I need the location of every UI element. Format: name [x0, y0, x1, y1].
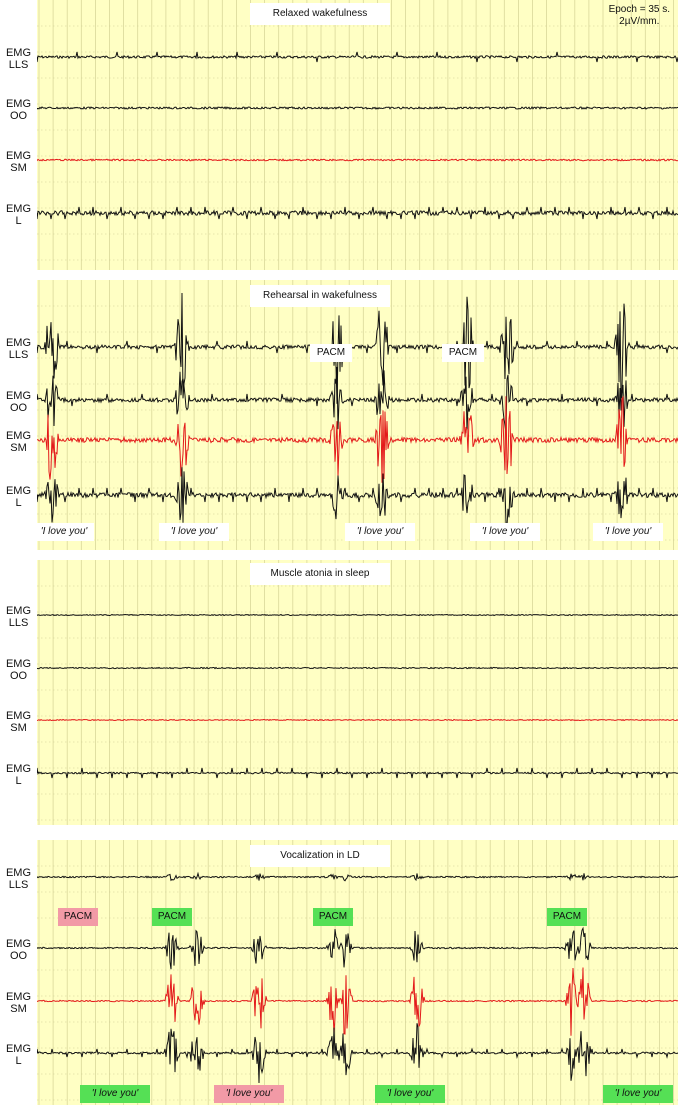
channel-type: EMG — [5, 47, 32, 59]
channel-muscle: SM — [10, 162, 27, 174]
channel-muscle: SM — [10, 1003, 27, 1015]
channel-label-lls: EMG LLS — [0, 867, 37, 891]
speech-label: 'I love you' — [159, 523, 229, 541]
channel-type: EMG — [5, 390, 32, 402]
trace-emg-oo — [37, 366, 678, 434]
pacm-label: PACM — [310, 344, 352, 362]
amplitude-scale: 2µV/mm. — [619, 16, 660, 27]
pacm-label: PACM — [313, 908, 353, 926]
panel-title: Rehearsal in wakefulness — [250, 285, 390, 307]
speech-label: 'I love you' — [80, 1085, 150, 1103]
channel-muscle: OO — [9, 670, 28, 682]
pacm-label: PACM — [58, 908, 98, 926]
trace-emg-l — [37, 767, 678, 779]
emg-plot — [37, 0, 678, 270]
channel-type: EMG — [5, 98, 32, 110]
epoch-duration: Epoch = 35 s. — [608, 4, 670, 15]
trace-emg-sm — [37, 967, 678, 1036]
speech-label: 'I love you' — [593, 523, 663, 541]
speech-label: 'I love you' — [214, 1085, 284, 1103]
panel-rehearsal-in-wakefulness: Rehearsal in wakefulness PACM PACM 'I love … — [37, 280, 678, 550]
panel-title: Vocalization in LD — [250, 845, 390, 867]
channel-type: EMG — [5, 337, 32, 349]
panel-muscle-atonia-in-sleep: Muscle atonia in sleep — [37, 560, 678, 825]
trace-emg-l — [37, 206, 678, 220]
grid — [37, 280, 678, 550]
trace-emg-oo — [37, 666, 678, 670]
channel-label-sm: EMG SM — [0, 150, 37, 174]
speech-label: 'I love you' — [37, 523, 94, 541]
speech-label: 'I love you' — [375, 1085, 445, 1103]
channel-muscle: SM — [10, 442, 27, 454]
channel-label-sm: EMG SM — [0, 430, 37, 454]
channel-type: EMG — [5, 430, 32, 442]
channel-muscle: OO — [9, 110, 28, 122]
trace-emg-l — [37, 1023, 678, 1084]
channel-label-oo: EMG OO — [0, 938, 37, 962]
trace-emg-lls — [37, 871, 678, 882]
grid — [37, 560, 678, 825]
channel-type: EMG — [5, 867, 32, 879]
channel-muscle: LLS — [8, 879, 29, 891]
pacm-label: PACM — [442, 344, 484, 362]
trace-emg-lls — [37, 613, 678, 617]
panel-relaxed-wakefulness: Relaxed wakefulness — [37, 0, 678, 270]
channel-label-sm: EMG SM — [0, 710, 37, 734]
channel-label-oo: EMG OO — [0, 98, 37, 122]
channel-muscle: OO — [9, 950, 28, 962]
channel-type: EMG — [5, 150, 32, 162]
channel-muscle: LLS — [8, 349, 29, 361]
channel-muscle: OO — [9, 402, 28, 414]
speech-label: 'I love you' — [345, 523, 415, 541]
channel-label-l: EMG L — [0, 1043, 37, 1067]
channel-type: EMG — [5, 203, 32, 215]
channel-type: EMG — [5, 605, 32, 617]
channel-type: EMG — [5, 658, 32, 670]
emg-plot — [37, 840, 678, 1105]
speech-label: 'I love you' — [470, 523, 540, 541]
channel-type: EMG — [5, 938, 32, 950]
channel-type: EMG — [5, 485, 32, 497]
channel-muscle: LLS — [8, 59, 29, 71]
channel-label-l: EMG L — [0, 203, 37, 227]
channel-label-lls: EMG LLS — [0, 605, 37, 629]
channel-type: EMG — [5, 763, 32, 775]
channel-label-oo: EMG OO — [0, 390, 37, 414]
panel-title: Muscle atonia in sleep — [250, 563, 390, 585]
channel-label-oo: EMG OO — [0, 658, 37, 682]
channel-muscle: SM — [10, 722, 27, 734]
channel-label-lls: EMG LLS — [0, 337, 37, 361]
grid — [37, 840, 678, 1105]
panel-vocalization-in-ld: Vocalization in LD PACM PACM PACM PACM 'I lov… — [37, 840, 678, 1105]
trace-emg-oo — [37, 106, 678, 110]
emg-plot — [37, 560, 678, 825]
trace-emg-sm — [37, 158, 678, 162]
channel-label-sm: EMG SM — [0, 991, 37, 1015]
channel-muscle: L — [15, 1055, 22, 1067]
channel-label-l: EMG L — [0, 485, 37, 509]
channel-muscle: L — [15, 215, 22, 227]
trace-emg-l — [37, 467, 678, 528]
channel-label-lls: EMG LLS — [0, 47, 37, 71]
epoch-scale-label: Epoch = 35 s. 2µV/mm. — [609, 4, 670, 28]
channel-type: EMG — [5, 710, 32, 722]
grid — [37, 0, 678, 270]
channel-label-l: EMG L — [0, 763, 37, 787]
pacm-label: PACM — [547, 908, 587, 926]
trace-emg-lls — [37, 292, 678, 404]
channel-muscle: L — [15, 497, 22, 509]
trace-emg-oo — [37, 926, 678, 970]
panel-title: Relaxed wakefulness — [250, 3, 390, 25]
emg-plot — [37, 280, 678, 550]
pacm-label: PACM — [152, 908, 192, 926]
channel-muscle: LLS — [8, 617, 29, 629]
trace-emg-lls — [37, 51, 678, 63]
channel-type: EMG — [5, 991, 32, 1003]
channel-muscle: L — [15, 775, 22, 787]
speech-label: 'I love you' — [603, 1085, 673, 1103]
trace-emg-sm — [37, 395, 678, 483]
channel-type: EMG — [5, 1043, 32, 1055]
trace-emg-sm — [37, 718, 678, 722]
